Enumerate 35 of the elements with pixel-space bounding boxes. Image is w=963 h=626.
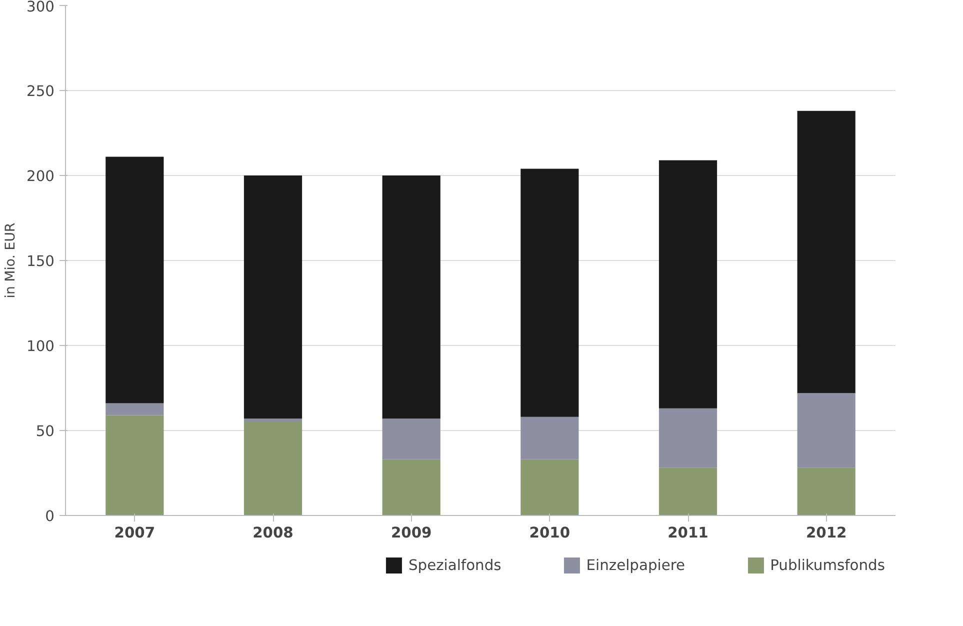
bar <box>520 168 579 417</box>
x-tick-label: 2011 <box>668 524 708 542</box>
y-tick-label: 200 <box>26 168 55 185</box>
x-tick-label: 2012 <box>806 524 847 542</box>
x-tick-label: 2008 <box>252 524 294 542</box>
bar <box>658 408 718 468</box>
bar <box>520 416 579 460</box>
bar <box>382 176 440 419</box>
bar <box>244 176 302 419</box>
bar <box>106 156 164 404</box>
bar <box>244 422 302 516</box>
y-tick-label: 50 <box>36 423 55 440</box>
y-tick-label: 100 <box>26 338 55 355</box>
x-tick-label: 2007 <box>114 524 156 542</box>
bar <box>106 403 164 416</box>
bar <box>382 418 440 460</box>
bar <box>797 393 856 468</box>
y-axis-title: in Mio. EUR <box>4 222 19 298</box>
bar <box>520 459 579 516</box>
y-tick-label: 300 <box>26 0 55 16</box>
bar <box>106 415 164 516</box>
bar <box>658 468 718 516</box>
x-tick-label: 2010 <box>529 524 570 542</box>
y-tick-label: 250 <box>26 83 55 100</box>
y-tick-label: 0 <box>45 508 55 525</box>
y-tick-label: 150 <box>26 253 55 270</box>
x-tick-label: 2009 <box>390 524 432 542</box>
legend-label: Einzelpapiere <box>586 556 686 574</box>
bar <box>382 459 440 516</box>
legend-label: Spezialfonds <box>408 556 502 574</box>
bar <box>797 468 856 516</box>
legend-label: Publikumsfonds <box>770 556 885 574</box>
bar <box>797 110 856 394</box>
bar <box>658 160 718 408</box>
bar <box>244 418 302 422</box>
